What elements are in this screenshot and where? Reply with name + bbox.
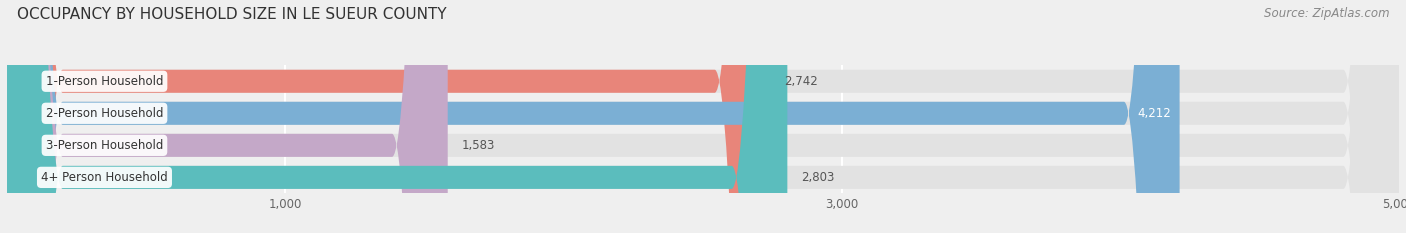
- FancyBboxPatch shape: [7, 0, 1399, 233]
- FancyBboxPatch shape: [7, 0, 447, 233]
- FancyBboxPatch shape: [7, 0, 1399, 233]
- Text: 2,803: 2,803: [801, 171, 835, 184]
- FancyBboxPatch shape: [7, 0, 1399, 233]
- Text: 2,742: 2,742: [785, 75, 818, 88]
- Text: OCCUPANCY BY HOUSEHOLD SIZE IN LE SUEUR COUNTY: OCCUPANCY BY HOUSEHOLD SIZE IN LE SUEUR …: [17, 7, 447, 22]
- Text: 4+ Person Household: 4+ Person Household: [41, 171, 167, 184]
- FancyBboxPatch shape: [7, 0, 787, 233]
- Text: 4,212: 4,212: [1137, 107, 1171, 120]
- Text: 2-Person Household: 2-Person Household: [46, 107, 163, 120]
- Text: 1,583: 1,583: [461, 139, 495, 152]
- Text: 3-Person Household: 3-Person Household: [46, 139, 163, 152]
- FancyBboxPatch shape: [7, 0, 1399, 233]
- FancyBboxPatch shape: [7, 0, 770, 233]
- Text: Source: ZipAtlas.com: Source: ZipAtlas.com: [1264, 7, 1389, 20]
- FancyBboxPatch shape: [7, 0, 1180, 233]
- Text: 1-Person Household: 1-Person Household: [46, 75, 163, 88]
